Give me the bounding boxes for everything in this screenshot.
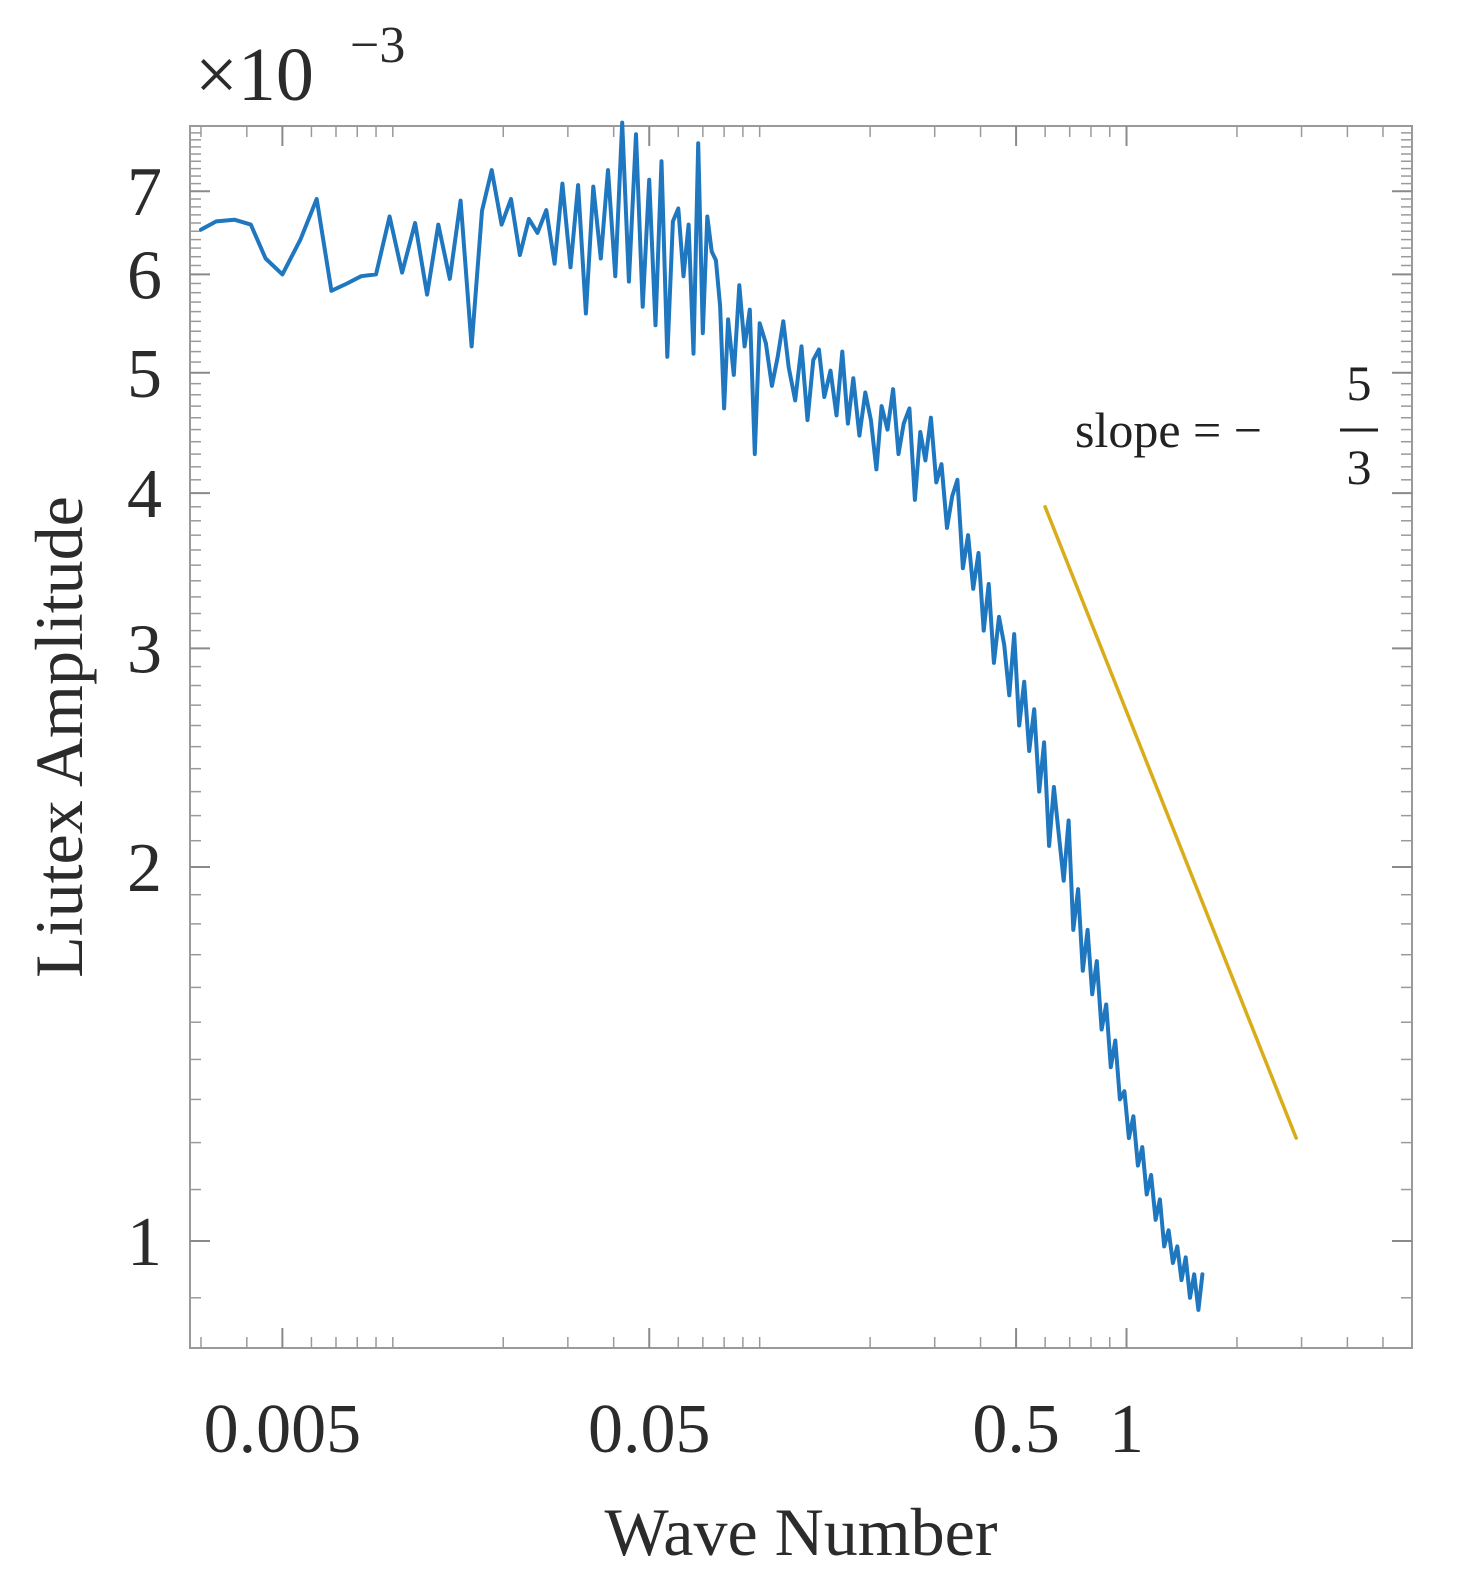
- slope-fraction-denominator: 3: [1347, 439, 1372, 495]
- y-tick-label: 7: [127, 154, 162, 231]
- y-tick-label: 1: [127, 1204, 162, 1281]
- x-tick-label: 0.005: [204, 1391, 362, 1468]
- y-axis-ticks: 1 2 3 4 5 67: [127, 154, 1412, 1281]
- slope-fraction-numerator: 5: [1347, 355, 1372, 411]
- slope-reference-line: [1043, 505, 1298, 1140]
- x-axis-ticks: 0.005 0.05 0.5 1: [204, 126, 1144, 1468]
- x-tick-label: 0.05: [588, 1391, 711, 1468]
- x-tick-label: 1: [1109, 1391, 1144, 1468]
- y-tick-label: 2: [127, 830, 162, 907]
- y-tick-label: 5: [127, 336, 162, 413]
- y-exponent-base: ×10: [195, 33, 314, 117]
- slope-annotation: slope = − 5 3: [1075, 355, 1378, 495]
- y-exponent-power: −3: [350, 17, 405, 74]
- y-tick-label: 3: [127, 611, 162, 688]
- y-axis-label: Liutex Amplitude: [21, 496, 97, 978]
- spectrum-line: [199, 120, 1205, 1312]
- y-tick-label: 4: [127, 456, 162, 533]
- series-layer: [199, 120, 1298, 1312]
- x-tick-label: 0.5: [972, 1391, 1060, 1468]
- slope-annotation-text: slope = −: [1075, 402, 1262, 458]
- x-axis-label: Wave Number: [605, 1494, 998, 1570]
- y-tick-label: 6: [127, 237, 162, 314]
- plot-area: [189, 125, 1413, 1349]
